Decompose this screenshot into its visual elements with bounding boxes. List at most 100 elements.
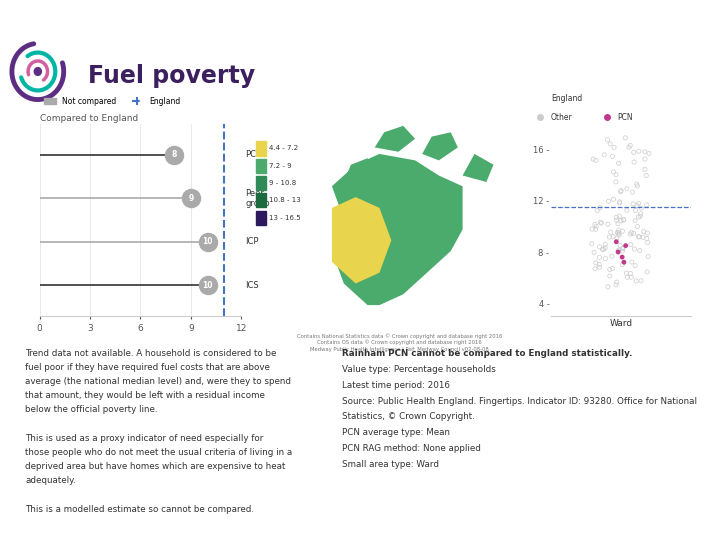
Bar [256,176,266,190]
Text: Other: Other [551,112,573,122]
Point [629,261,641,270]
Point [629,245,640,253]
Point [598,151,610,159]
Text: 7.2 - 9: 7.2 - 9 [269,163,292,169]
Point [618,258,630,267]
Point [634,233,645,241]
Point [642,267,653,276]
Point [591,206,603,215]
Point [611,238,622,246]
Polygon shape [332,154,463,305]
Text: 9: 9 [188,194,194,202]
Text: PCN RAG method: None applied: PCN RAG method: None applied [342,444,481,454]
Point [639,147,651,156]
Text: ICP: ICP [246,238,259,246]
Point [621,273,633,282]
Text: below the official poverty line.: below the official poverty line. [25,406,158,415]
Point [613,246,624,255]
Point [611,213,622,221]
Point [639,155,651,164]
Point [624,141,636,150]
Point [631,201,643,210]
Point [590,156,602,165]
Point [589,220,600,229]
Text: England: England [551,94,582,104]
Text: This is a modelled estimate so cannot be compared.: This is a modelled estimate so cannot be… [25,505,254,514]
Point [590,222,602,231]
Polygon shape [422,132,458,160]
Point [600,240,611,249]
Point [614,241,626,250]
Point [620,241,631,250]
Point [611,280,622,289]
Polygon shape [332,197,392,284]
Point [621,206,633,214]
Text: deprived area but have homes which are expensive to heat: deprived area but have homes which are e… [25,462,286,471]
Text: PCN average type: Mean: PCN average type: Mean [342,428,450,437]
Point [616,244,628,253]
Point [634,212,646,221]
Point [613,228,624,237]
Text: fuel poor if they have required fuel costs that are above: fuel poor if they have required fuel cos… [25,363,270,372]
Point [586,225,598,233]
Point [586,239,598,248]
Point [598,245,610,254]
Point [594,204,606,212]
Point [607,264,618,273]
Point [588,155,599,164]
Point [615,216,626,225]
Point [641,200,652,209]
Point [629,158,640,166]
Point [616,253,628,261]
Point [615,187,626,196]
Point [625,240,636,249]
Point [626,273,637,281]
Text: Value type: Percentage households: Value type: Percentage households [342,364,496,374]
Point [614,198,626,206]
Bar [256,211,266,225]
Text: those people who do not meet the usual criteria of living in a: those people who do not meet the usual c… [25,448,292,457]
Text: 4.4 - 7.2: 4.4 - 7.2 [269,145,298,152]
Point [628,229,639,238]
Point [595,218,606,227]
Point [612,248,624,256]
Point [602,136,613,144]
Text: 10.8 - 13: 10.8 - 13 [269,197,300,204]
Point [613,212,625,220]
Polygon shape [344,158,374,186]
Point [604,265,616,274]
Point [614,199,626,207]
Text: Peer
group: Peer group [246,188,270,208]
Point [611,234,623,242]
Point [633,213,644,221]
Point [595,219,607,227]
Polygon shape [463,154,493,182]
Polygon shape [374,126,415,152]
Point [618,244,629,252]
Point [631,276,642,285]
Point [619,133,631,142]
Text: 21: 21 [13,10,27,20]
Point [608,195,619,204]
Point [594,242,606,251]
Text: This is used as a proxy indicator of need especially for: This is used as a proxy indicator of nee… [25,434,264,443]
Point [641,234,652,242]
Legend: Not compared, England: Not compared, England [42,93,184,109]
Text: 9 - 10.8: 9 - 10.8 [269,180,296,186]
Bar [256,193,266,207]
Point [590,259,602,267]
Point [634,246,646,255]
Text: Rainham PCN cannot be compared to England statistically.: Rainham PCN cannot be compared to Englan… [342,349,632,357]
Text: average (the national median level) and, were they to spend: average (the national median level) and,… [25,377,291,386]
Point [589,265,600,273]
Text: Small area type: Ward: Small area type: Ward [342,460,439,469]
Point [642,238,654,247]
Point [613,230,625,238]
Point [616,186,627,195]
Point [621,269,632,278]
Text: 8: 8 [171,150,176,159]
Point [628,148,639,157]
Point [608,232,619,241]
Point [602,282,613,291]
Point [607,152,618,161]
